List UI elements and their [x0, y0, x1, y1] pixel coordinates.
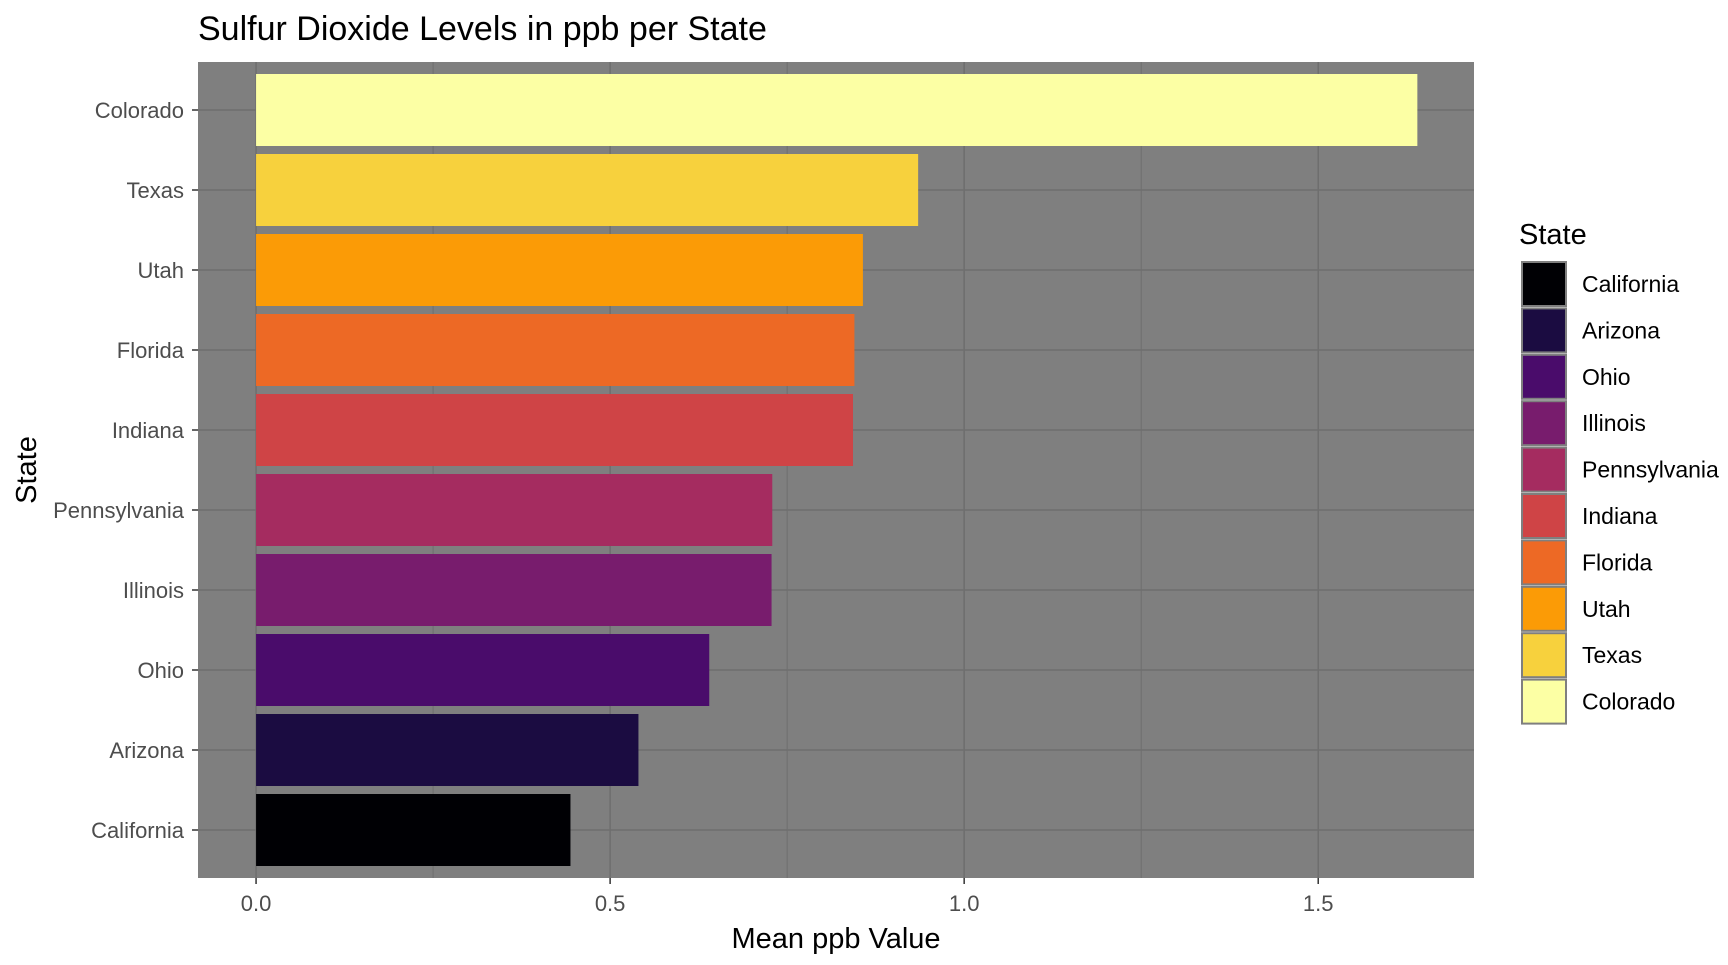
y-tick-label: Arizona: [109, 738, 184, 763]
legend-label: California: [1582, 271, 1679, 297]
legend-label: Indiana: [1582, 503, 1658, 529]
legend-items: California Arizona Ohio Illinois Pennsylvani…: [1521, 261, 1719, 725]
bar: [256, 714, 639, 786]
bar: [256, 234, 863, 306]
legend-label: Utah: [1582, 596, 1631, 622]
y-tick-label: Utah: [138, 258, 184, 283]
bar: [256, 794, 571, 866]
bar: [256, 74, 1418, 146]
x-tick-label: 0.0: [241, 891, 272, 916]
legend-swatch: [1521, 400, 1567, 447]
bar: [256, 554, 772, 626]
legend-swatch: [1521, 678, 1567, 725]
y-tick-label: Colorado: [95, 98, 184, 123]
legend-swatch: [1521, 585, 1567, 632]
y-tick-label: Florida: [117, 338, 185, 363]
y-tick-label: California: [91, 818, 185, 843]
x-tick-label: 1.0: [949, 891, 980, 916]
y-axis-title: State: [11, 436, 43, 504]
bars: [256, 74, 1418, 866]
legend-swatch: [1521, 539, 1567, 586]
legend-title: State: [1519, 219, 1587, 251]
legend-label: Arizona: [1582, 317, 1660, 343]
bar: [256, 314, 855, 386]
legend-swatch: [1521, 353, 1567, 400]
bar: [256, 394, 853, 466]
y-tick-label: Illinois: [123, 578, 184, 603]
legend-label: Pennsylvania: [1582, 457, 1719, 483]
bar: [256, 154, 919, 226]
legend-label: Illinois: [1582, 410, 1646, 436]
x-tick-label: 0.5: [595, 891, 626, 916]
y-tick-label: Ohio: [138, 658, 184, 683]
y-tick-label: Texas: [127, 178, 184, 203]
y-axis: California Arizona Ohio Illinois Pennsylvani…: [53, 98, 198, 843]
bar: [256, 634, 710, 706]
bar: [256, 474, 773, 546]
legend-label: Florida: [1582, 549, 1653, 575]
x-axis-title: Mean ppb Value: [731, 923, 940, 955]
y-tick-label: Indiana: [112, 418, 185, 443]
x-tick-label: 1.5: [1303, 891, 1334, 916]
legend-swatch: [1521, 632, 1567, 679]
legend-label: Texas: [1582, 642, 1642, 668]
legend: State California Arizona Ohio Illinois Penns…: [1519, 219, 1719, 725]
legend-swatch: [1521, 493, 1567, 539]
legend-swatch: [1521, 446, 1567, 493]
legend-label: Ohio: [1582, 364, 1631, 390]
chart-title: Sulfur Dioxide Levels in ppb per State: [198, 10, 767, 48]
legend-swatch: [1521, 261, 1567, 307]
x-axis: 0.0 0.5 1.0 1.5: [241, 878, 1334, 916]
y-tick-label: Pennsylvania: [53, 498, 185, 523]
legend-label: Colorado: [1582, 689, 1675, 715]
legend-swatch: [1521, 307, 1567, 354]
